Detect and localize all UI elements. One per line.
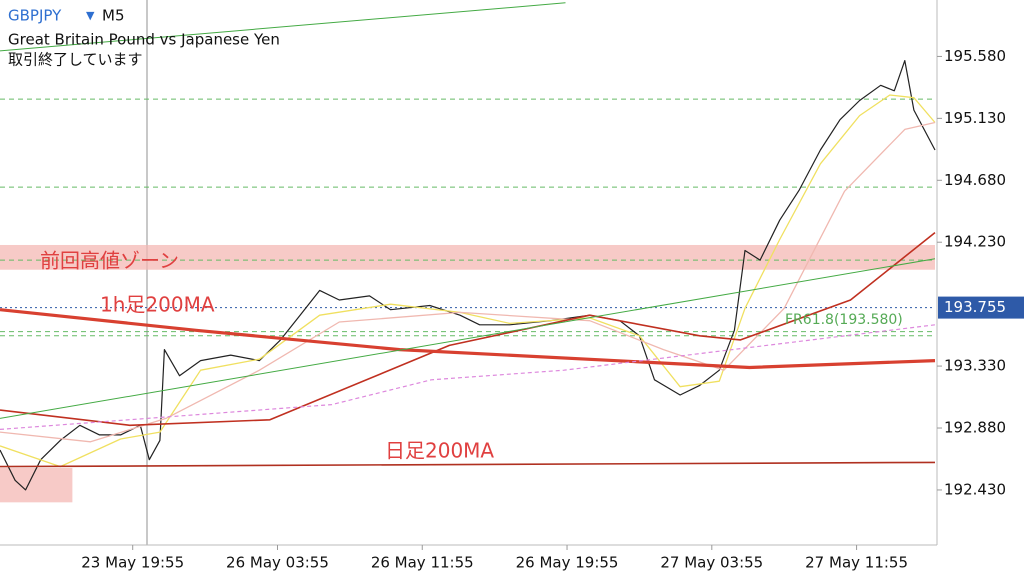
annotation: FR61.8(193.580) — [785, 312, 903, 328]
y-tick-label: 192.430 — [944, 480, 1006, 498]
y-tick-label: 193.330 — [944, 357, 1006, 375]
moving-average — [0, 461, 936, 468]
x-tick-label: 26 May 11:55 — [371, 554, 474, 572]
moving-average — [0, 121, 936, 443]
description: Great Britain Pound vs Japanese Yen — [8, 31, 280, 49]
moving-average — [0, 231, 936, 427]
moving-average — [0, 258, 936, 419]
x-tick-label: 26 May 19:55 — [516, 554, 619, 572]
x-tick-label: 26 May 03:55 — [226, 554, 329, 572]
current-price-badge — [938, 296, 1024, 319]
y-tick-label: 192.880 — [944, 419, 1006, 437]
moving-average — [0, 94, 936, 468]
annotation: 日足200MA — [385, 439, 494, 463]
moving-average — [0, 324, 936, 430]
market-status: 取引終了しています — [8, 51, 143, 69]
plot-area — [0, 2, 936, 503]
x-tick-label: 27 May 03:55 — [660, 554, 763, 572]
x-tick-label: 23 May 19:55 — [81, 554, 184, 572]
annotation: 前回高値ゾーン — [40, 249, 179, 273]
y-tick-label: 195.130 — [944, 109, 1006, 127]
symbol-dropdown[interactable]: ▼ — [86, 9, 95, 22]
timeframe[interactable]: M5 — [102, 7, 125, 25]
current-price-label: 193.755 — [944, 298, 1006, 316]
moving-average — [0, 308, 936, 370]
y-tick-label: 194.230 — [944, 233, 1006, 251]
zone — [0, 244, 935, 270]
x-tick-label: 27 May 11:55 — [805, 554, 908, 572]
moving-average — [0, 2, 566, 52]
symbol[interactable]: GBPJPY — [8, 7, 62, 25]
y-tick-label: 194.680 — [944, 171, 1006, 189]
y-tick-label: 195.580 — [944, 47, 1006, 65]
annotation: 1h足200MA — [100, 293, 215, 317]
